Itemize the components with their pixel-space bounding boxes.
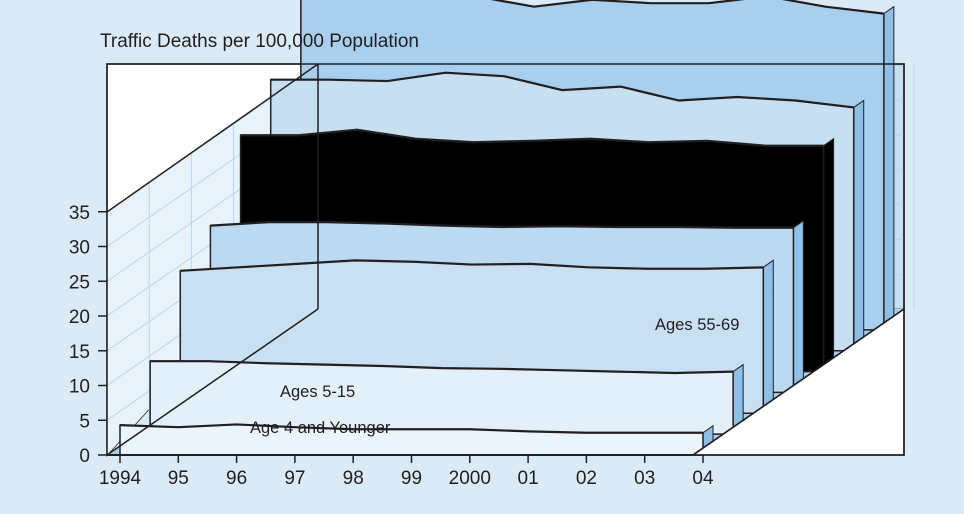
left-diagonal-top	[106, 63, 319, 213]
x-tick-label: 01	[518, 468, 539, 489]
series-ribbons: Ages 16-20Ages 70+Ages 21-34Ages 35-54Ag…	[119, 0, 895, 456]
series-label: Age 4 and Younger	[250, 419, 391, 437]
ribbon-side-face	[762, 259, 774, 415]
series-line	[180, 259, 764, 272]
ribbon-side-face	[792, 219, 804, 394]
x-tick-label: 99	[401, 468, 422, 489]
ribbon-ages-5-15: Ages 5-15	[149, 360, 744, 436]
axes: 0 5 10 15 20 25 30 35 1994 95 96 97 98 99 2000 01 02 03 04	[69, 203, 714, 489]
series-line	[119, 423, 703, 434]
ribbon-side-face	[883, 5, 895, 331]
x-tick-label: 98	[343, 468, 364, 489]
series-line	[150, 360, 734, 375]
y-tick-label: 35	[69, 203, 90, 224]
series-label: Ages 5-15	[280, 383, 355, 401]
y-tick-label: 15	[69, 342, 90, 363]
y-tick-label: 0	[79, 446, 90, 467]
floor-front-right-edge	[692, 308, 905, 456]
ribbon-age-4-and-younger: Age 4 and Younger	[119, 419, 714, 456]
x-tick-label: 04	[692, 468, 714, 489]
series-line	[270, 71, 854, 109]
x-tick-label: 2000	[449, 468, 491, 489]
y-tick-label: 20	[69, 307, 90, 328]
x-tick-label: 96	[226, 468, 247, 489]
series-label: Ages 55-69	[655, 316, 739, 334]
series-line	[240, 128, 824, 147]
chart-title: Traffic Deaths per 100,000 Population	[100, 31, 419, 52]
y-tick-label: 30	[69, 238, 90, 259]
left-diagonal-bottom	[106, 308, 319, 456]
x-tick-label: 02	[576, 468, 597, 489]
x-tick-label: 03	[634, 468, 655, 489]
y-tick-label: 25	[69, 272, 90, 293]
series-line	[210, 221, 794, 229]
x-tick-label: 97	[284, 468, 305, 489]
x-tick-label: 95	[168, 468, 189, 489]
ribbon-side-face	[823, 137, 835, 373]
x-tick-label: 1994	[99, 468, 142, 489]
y-tick-label: 5	[79, 411, 90, 432]
y-tick-label: 10	[69, 377, 90, 398]
ribbon-side-face	[853, 99, 865, 352]
